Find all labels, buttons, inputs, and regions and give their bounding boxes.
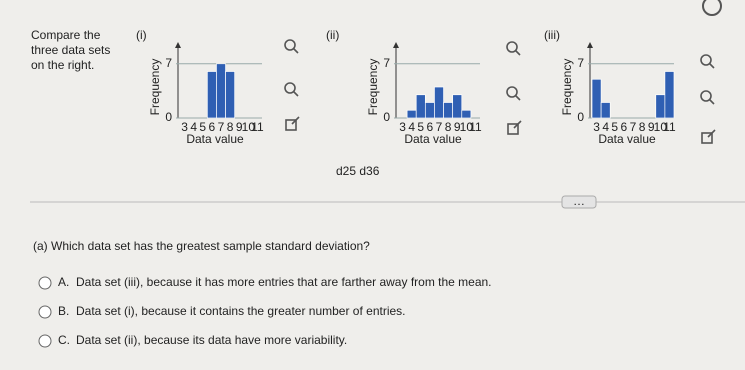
zoom-in-icon[interactable] [700, 54, 715, 69]
radio-button[interactable] [38, 276, 52, 290]
x-tick-label: 4 [190, 120, 197, 134]
graph-label: (iii) [544, 28, 560, 42]
expand-icon[interactable] [701, 129, 716, 144]
y-axis-label: Frequency [560, 59, 574, 116]
x-tick-label: 3 [593, 120, 600, 134]
y-tick-label: 0 [577, 110, 584, 124]
corner-button[interactable] [702, 0, 722, 16]
expand-icon[interactable] [507, 120, 522, 135]
bar [206, 71, 217, 119]
zoom-out-icon[interactable] [700, 90, 715, 105]
zoom-out-icon[interactable] [506, 86, 521, 101]
option-letter: C. [58, 333, 70, 347]
x-tick-label: 8 [227, 120, 234, 134]
y-tick-label: 7 [383, 56, 390, 70]
x-axis-label: Data value [598, 132, 656, 146]
x-tick-label: 9 [236, 120, 243, 134]
question: (a) Which data set has the greatest samp… [33, 239, 370, 253]
zoom-in-icon[interactable] [506, 41, 521, 56]
x-tick-label: 6 [209, 120, 216, 134]
bar [424, 102, 435, 119]
x-tick-label: 8 [445, 120, 452, 134]
option-text: Data set (i), because it contains the gr… [76, 304, 406, 318]
x-tick-label: 11 [251, 120, 264, 134]
zoom-in-icon[interactable] [284, 39, 299, 54]
x-tick-label: 3 [399, 120, 406, 134]
x-tick-label: 9 [454, 120, 461, 134]
bar [406, 109, 417, 119]
bar [415, 94, 426, 119]
x-tick-label: 4 [602, 120, 609, 134]
bar [591, 78, 602, 119]
x-tick-label: 5 [417, 120, 424, 134]
x-axis-label: Data value [404, 132, 462, 146]
x-tick-label: 5 [611, 120, 618, 134]
x-tick-label: 9 [648, 120, 655, 134]
x-tick-label: 10 [460, 120, 474, 134]
instruction-line: on the right. [31, 58, 94, 72]
option-letter: B. [58, 304, 69, 318]
x-tick-label: 6 [621, 120, 628, 134]
x-tick-label: 6 [427, 120, 434, 134]
bar [461, 109, 472, 119]
bar [452, 94, 463, 119]
y-axis-label: Frequency [366, 59, 380, 116]
more-button[interactable] [561, 195, 597, 209]
codes: d25 d36 [336, 164, 380, 178]
x-tick-label: 3 [181, 120, 188, 134]
instruction-line: Compare the [31, 28, 101, 42]
expand-icon[interactable] [285, 116, 300, 131]
y-tick-label: 7 [577, 56, 584, 70]
zoom-out-icon[interactable] [284, 82, 299, 97]
x-tick-label: 8 [639, 120, 646, 134]
x-tick-label: 5 [199, 120, 206, 134]
x-tick-label: 10 [242, 120, 256, 134]
icons [284, 39, 716, 144]
x-axis-label: Data value [186, 132, 244, 146]
radio-button[interactable] [38, 305, 52, 319]
radio-button[interactable] [38, 334, 52, 348]
x-tick-label: 4 [408, 120, 415, 134]
x-tick-label: 7 [218, 120, 225, 134]
option-letter: A. [58, 275, 69, 289]
bar [216, 63, 226, 119]
axis-arrow [393, 42, 399, 48]
graph-label: (i) [136, 28, 147, 42]
y-axis-label: Frequency [148, 59, 162, 116]
x-tick-label: 10 [654, 120, 668, 134]
axis-arrow [175, 42, 181, 48]
graph-label: (ii) [326, 28, 339, 42]
y-tick-label: 7 [165, 56, 172, 70]
instruction-line: three data sets [31, 43, 110, 57]
option-text: Data set (iii), because it has more entr… [76, 275, 492, 289]
x-tick-label: 11 [663, 120, 676, 134]
y-tick-label: 0 [165, 110, 172, 124]
axis-arrow [587, 42, 593, 48]
x-tick-label: 7 [630, 120, 637, 134]
bar [225, 71, 236, 119]
y-tick-label: 0 [383, 110, 390, 124]
bar [655, 94, 666, 119]
more-dots: … [573, 194, 585, 208]
option-text: Data set (ii), because its data have mor… [76, 333, 347, 347]
bar [664, 71, 675, 119]
x-tick-label: 11 [469, 120, 482, 134]
bar [443, 102, 454, 119]
x-tick-label: 7 [436, 120, 443, 134]
bar [434, 86, 444, 119]
bar [600, 102, 611, 119]
